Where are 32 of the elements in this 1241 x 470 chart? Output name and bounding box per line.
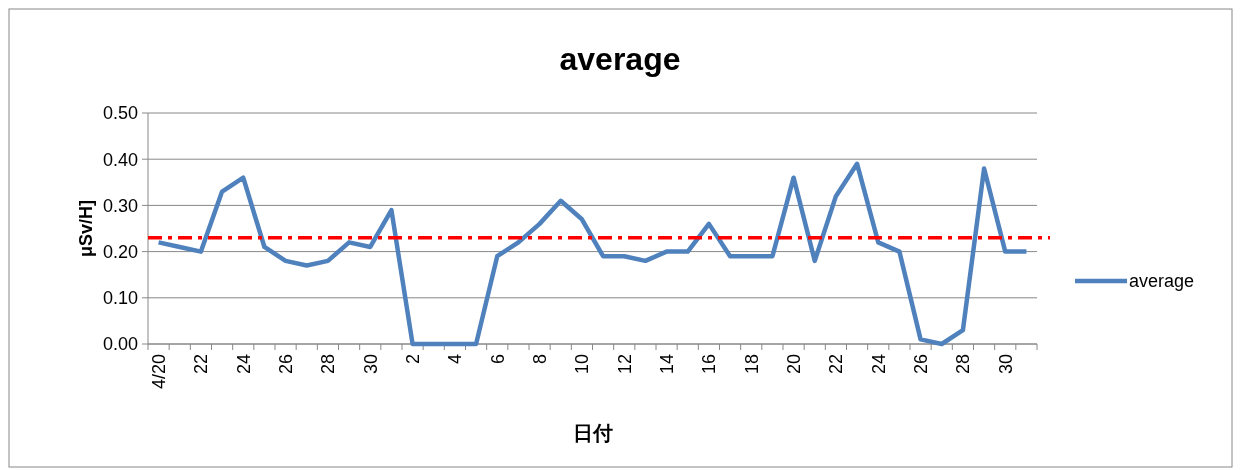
x-tick-label: 14 — [656, 354, 677, 375]
x-tick-label: 2 — [402, 354, 423, 365]
x-tick-label: 16 — [699, 354, 720, 375]
legend-label: average — [1129, 271, 1195, 292]
x-tick-label: 4/20 — [148, 354, 169, 390]
y-tick-label: 0.50 — [102, 103, 138, 124]
x-tick-label: 24 — [868, 354, 889, 375]
x-tick-label: 30 — [995, 354, 1016, 375]
y-tick-label: 0.30 — [102, 195, 138, 216]
x-axis-title: 日付 — [572, 422, 613, 444]
x-tick-label: 28 — [953, 354, 974, 375]
x-tick-label: 26 — [275, 354, 296, 375]
y-tick-label: 0.00 — [102, 334, 138, 355]
x-tick-label: 22 — [191, 354, 212, 375]
line-series — [156, 161, 1029, 347]
x-tick-label: 12 — [614, 354, 635, 375]
y-tick-label: 0.20 — [102, 241, 138, 262]
x-tick-label: 4 — [445, 354, 466, 365]
x-tick-label: 26 — [910, 354, 931, 375]
x-tick-label: 28 — [318, 354, 339, 375]
x-tick-label: 6 — [487, 354, 508, 365]
x-tick-label: 18 — [741, 354, 762, 375]
chart-title: average — [559, 41, 681, 77]
x-tick-label: 20 — [783, 354, 804, 375]
y-axis-title: μSv/H] — [76, 199, 96, 258]
x-tick-label: 8 — [529, 354, 550, 365]
x-tick-label: 30 — [360, 354, 381, 375]
x-tick-label: 22 — [826, 354, 847, 375]
y-tick-label: 0.10 — [102, 288, 138, 309]
x-tick-label: 24 — [233, 354, 254, 375]
y-tick-label: 0.40 — [102, 149, 138, 170]
x-tick-label: 10 — [572, 354, 593, 375]
